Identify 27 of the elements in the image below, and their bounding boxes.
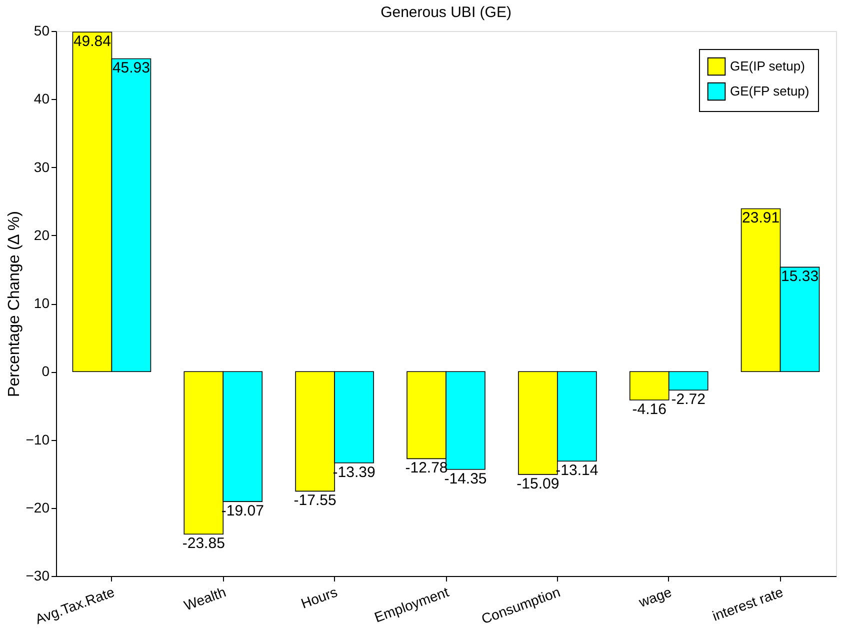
chart-title: Generous UBI (GE)	[380, 4, 512, 21]
y-tick-label: 50	[34, 22, 50, 38]
y-tick-label: 20	[34, 226, 50, 243]
data-label: -15.09	[516, 475, 560, 492]
legend-label: GE(FP setup)	[730, 84, 810, 98]
y-tick-label: −10	[26, 431, 50, 448]
data-label: 49.84	[73, 33, 111, 50]
data-label: -2.72	[671, 391, 706, 408]
y-tick-label: 0	[42, 363, 50, 380]
data-label: -4.16	[632, 400, 666, 418]
data-label: 15.33	[781, 268, 819, 286]
y-tick-label: −20	[26, 499, 50, 516]
y-tick-label: 40	[34, 90, 50, 107]
x-tick-label: interest rate	[710, 584, 786, 624]
x-tick-label: Hours	[298, 584, 340, 612]
y-tick-label: 30	[34, 158, 50, 175]
data-label: -23.85	[182, 535, 225, 552]
x-tick-label: wage	[636, 584, 674, 610]
y-axis-title: Percentage Change (Δ %)	[6, 211, 23, 397]
data-label: 45.93	[112, 60, 150, 77]
data-label: 23.91	[742, 210, 780, 227]
x-tick-label: Wealth	[182, 584, 228, 614]
legend-label: GE(IP setup)	[730, 58, 805, 74]
y-tick-label: 10	[34, 295, 50, 311]
data-label: -12.78	[405, 460, 448, 477]
data-label: -17.55	[294, 492, 336, 510]
y-tick-label: −30	[26, 568, 50, 584]
